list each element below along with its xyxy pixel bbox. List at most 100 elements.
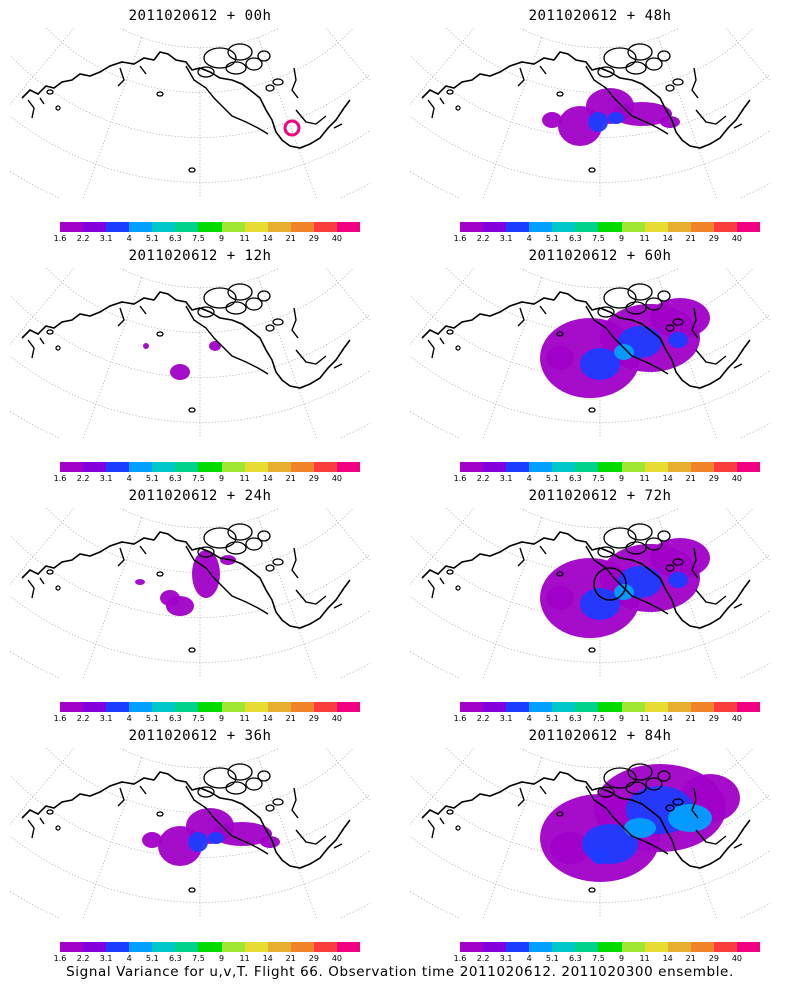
colorbar-tick-label: 4 <box>526 234 532 243</box>
colorbar-swatch <box>336 462 361 472</box>
colorbar-tick-label: 7.5 <box>592 474 605 483</box>
polar-map <box>10 748 370 918</box>
colorbar-tick-label: 11 <box>639 234 650 243</box>
colorbar-tick-label: 2.2 <box>76 714 90 723</box>
colorbar-swatch <box>575 702 599 712</box>
colorbar-tick-label: 40 <box>331 474 343 483</box>
colorbar-tick-label: 6.3 <box>569 234 582 243</box>
colorbar-swatch <box>690 942 714 952</box>
colorbar-tick-label: 1.6 <box>453 234 467 243</box>
colorbar-swatch <box>483 462 507 472</box>
coastline <box>421 763 751 893</box>
colorbar-swatch <box>621 942 645 952</box>
colorbar-labels: 1.6 2.2 3.1 4 5.1 6.3 7.5 9 11 14 21 29 40 <box>454 474 760 484</box>
polar-grid <box>10 268 370 438</box>
colorbar-swatch <box>529 702 553 712</box>
colorbar-swatch <box>106 942 130 952</box>
colorbar-tick-label: 9 <box>618 234 625 243</box>
colorbar-tick-label: 29 <box>708 954 719 963</box>
colorbar-tick-label: 5.1 <box>145 234 159 243</box>
colorbar-swatch <box>736 942 761 952</box>
colorbar-tick-label: 11 <box>239 954 250 963</box>
colorbar-swatch <box>644 702 668 712</box>
variance-field <box>143 341 221 380</box>
observation-ring <box>283 119 301 137</box>
coastline <box>421 283 751 413</box>
colorbar-tick-label: 6.3 <box>169 474 182 483</box>
colorbar-tick-label: 40 <box>331 954 343 963</box>
colorbar-swatch <box>244 462 268 472</box>
colorbar-tick-label: 9 <box>218 954 225 963</box>
colorbar-tick-label: 3.1 <box>99 714 113 723</box>
colorbar-swatch <box>221 702 245 712</box>
coastline <box>21 523 351 653</box>
colorbar-swatch <box>621 462 645 472</box>
colorbar-swatch <box>83 702 107 712</box>
colorbar-tick-label: 3.1 <box>499 714 513 723</box>
colorbar-swatch <box>313 702 337 712</box>
colorbar-tick-label: 4 <box>126 234 132 243</box>
colorbar-tick-label: 5.1 <box>545 474 559 483</box>
colorbar-tick-label: 14 <box>662 714 673 723</box>
colorbar-tick-label: 21 <box>285 474 296 483</box>
panel-title: 2011020612 + 00h <box>128 8 272 24</box>
colorbar-swatch <box>83 942 107 952</box>
coastline <box>421 43 751 173</box>
colorbar-swatch <box>336 222 361 232</box>
colorbar-tick-label: 11 <box>239 474 250 483</box>
colorbar-tick-label: 9 <box>218 234 225 243</box>
panel-title: 2011020612 + 60h <box>528 248 672 264</box>
colorbar-tick-label: 5.1 <box>145 714 159 723</box>
colorbar-swatch <box>267 942 291 952</box>
colorbar-tick-label: 29 <box>708 234 719 243</box>
colorbar-swatch <box>221 222 245 232</box>
variance-field <box>542 88 680 146</box>
colorbar-swatch <box>644 942 668 952</box>
colorbar-swatch <box>529 942 553 952</box>
polar-map <box>410 748 770 918</box>
colorbar-swatch <box>460 942 484 952</box>
colorbar-tick-label: 2.2 <box>76 234 90 243</box>
colorbar-tick-label: 4 <box>126 714 132 723</box>
colorbar-tick-label: 5.1 <box>545 714 559 723</box>
colorbar-labels: 1.6 2.2 3.1 4 5.1 6.3 7.5 9 11 14 21 29 40 <box>454 234 760 244</box>
colorbar-swatch <box>690 222 714 232</box>
colorbar-tick-label: 21 <box>685 954 696 963</box>
colorbar-swatch <box>290 462 314 472</box>
variance-field <box>142 808 280 866</box>
colorbar-tick-label: 9 <box>618 714 625 723</box>
colorbar-swatch <box>290 222 314 232</box>
colorbar-swatch <box>713 222 737 232</box>
colorbar-swatch <box>621 702 645 712</box>
colorbar-swatch <box>175 702 199 712</box>
colorbar-swatch <box>267 702 291 712</box>
colorbar-swatch <box>267 462 291 472</box>
panel-title: 2011020612 + 12h <box>128 248 272 264</box>
colorbar-tick-label: 21 <box>285 234 296 243</box>
variance-field <box>540 538 710 638</box>
polar-map <box>10 28 370 198</box>
colorbar-tick-label: 1.6 <box>453 474 467 483</box>
colorbar-tick-label: 14 <box>262 234 273 243</box>
figure-caption: Signal Variance for u,v,T. Flight 66. Ob… <box>66 964 734 980</box>
colorbar-tick-label: 4 <box>526 714 532 723</box>
colorbar-tick-label: 2.2 <box>476 954 490 963</box>
colorbar-tick-label: 21 <box>685 714 696 723</box>
coastline <box>21 763 351 893</box>
colorbar-tick-label: 3.1 <box>99 234 113 243</box>
colorbar-tick-label: 21 <box>685 474 696 483</box>
map-panel: 2011020612 + 72h 1.6 2.2 3.1 4 5.1 6.3 7.5 9 11 14… <box>400 480 800 725</box>
colorbar-swatch <box>736 222 761 232</box>
colorbar-swatch <box>690 702 714 712</box>
colorbar-swatch <box>106 462 130 472</box>
colorbar-tick-label: 11 <box>239 234 250 243</box>
colorbar-tick-label: 3.1 <box>99 954 113 963</box>
colorbar-tick-label: 2.2 <box>476 234 490 243</box>
colorbar-labels: 1.6 2.2 3.1 4 5.1 6.3 7.5 9 11 14 21 29 40 <box>454 954 760 964</box>
colorbar-tick-label: 40 <box>731 474 743 483</box>
colorbar-tick-label: 3.1 <box>99 474 113 483</box>
colorbar-swatch <box>690 462 714 472</box>
colorbar-tick-label: 7.5 <box>192 954 205 963</box>
colorbar-swatch <box>483 942 507 952</box>
colorbar-swatch <box>106 702 130 712</box>
